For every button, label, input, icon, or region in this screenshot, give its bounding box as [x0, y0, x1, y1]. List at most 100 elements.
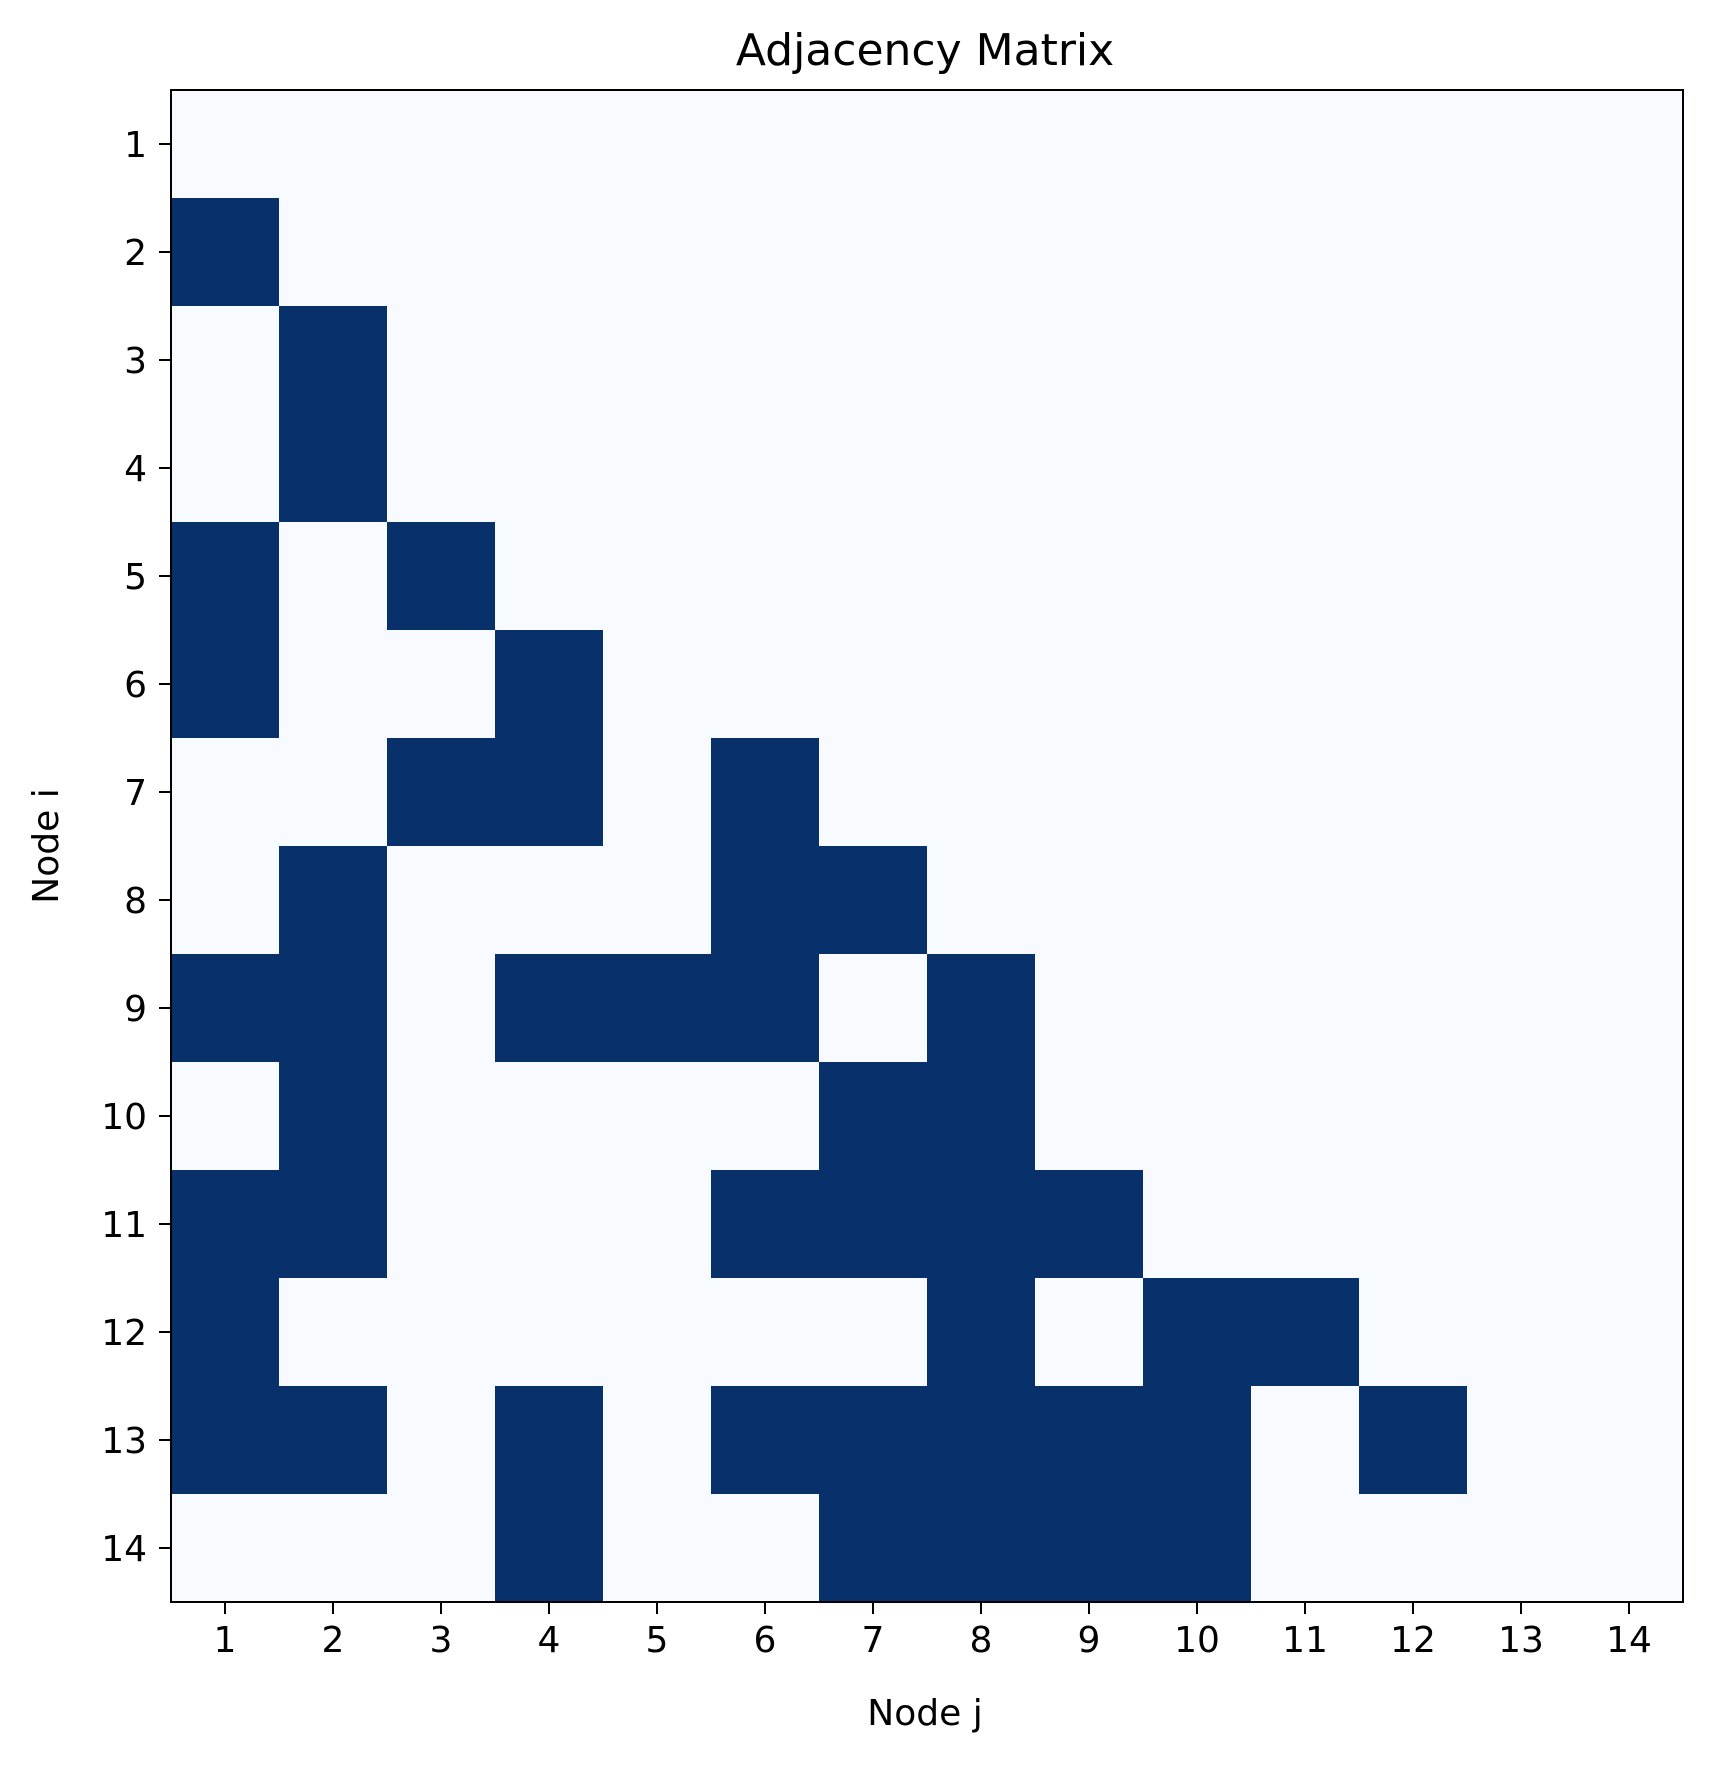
heatmap-cell	[927, 414, 1036, 523]
x-tick-label: 6	[754, 1620, 777, 1661]
heatmap-cell	[927, 198, 1036, 307]
y-tick-label: 6	[124, 665, 147, 706]
heatmap-cell	[495, 1494, 604, 1603]
heatmap-cell	[387, 198, 496, 307]
x-tick-label: 9	[1078, 1620, 1101, 1661]
heatmap-cell	[1467, 414, 1576, 523]
chart-title: Adjacency Matrix	[736, 25, 1114, 76]
y-tick-label: 9	[124, 989, 147, 1030]
heatmap-cell	[1359, 630, 1468, 739]
y-tick-label: 5	[124, 557, 147, 598]
heatmap-cell	[495, 90, 604, 199]
heatmap-cell	[819, 414, 928, 523]
heatmap-cell	[1575, 198, 1684, 307]
heatmap-cell	[819, 306, 928, 415]
heatmap-cell	[387, 1278, 496, 1387]
heatmap-cell	[495, 1278, 604, 1387]
heatmap-cell	[1575, 522, 1684, 631]
heatmap-cell	[171, 522, 280, 631]
x-tick-label: 3	[430, 1620, 453, 1661]
heatmap-cell	[495, 198, 604, 307]
heatmap-cell	[1035, 522, 1144, 631]
heatmap-cell	[279, 846, 388, 955]
heatmap-cell	[1251, 198, 1360, 307]
heatmap-cell	[819, 90, 928, 199]
x-tick-label: 1	[214, 1620, 237, 1661]
heatmap-cell	[1251, 1386, 1360, 1495]
heatmap-cell	[1575, 954, 1684, 1063]
heatmap-cell	[1467, 630, 1576, 739]
heatmap-cell	[1575, 738, 1684, 847]
heatmap-cell	[1035, 198, 1144, 307]
heatmap-cell	[1467, 1170, 1576, 1279]
heatmap-cell	[1467, 846, 1576, 955]
x-tick-label: 13	[1498, 1620, 1544, 1661]
y-tick-label: 1	[124, 125, 147, 166]
heatmap-cell	[279, 1170, 388, 1279]
heatmap-cell	[279, 522, 388, 631]
heatmap-cell	[1467, 1062, 1576, 1171]
heatmap-cell	[711, 90, 820, 199]
heatmap-cell	[1035, 738, 1144, 847]
heatmap-cell	[819, 1494, 928, 1603]
heatmap-cell	[495, 630, 604, 739]
heatmap-cell	[1035, 414, 1144, 523]
heatmap-cell	[1467, 1386, 1576, 1495]
heatmap-cell	[1143, 630, 1252, 739]
x-tick-label: 12	[1390, 1620, 1436, 1661]
heatmap-cell	[171, 630, 280, 739]
heatmap-cell	[1575, 414, 1684, 523]
heatmap-cell	[1359, 954, 1468, 1063]
heatmap-cell	[819, 954, 928, 1063]
heatmap-cell	[387, 90, 496, 199]
heatmap-cell	[387, 522, 496, 631]
heatmap-cell	[387, 738, 496, 847]
heatmap-cell	[927, 90, 1036, 199]
heatmap-cell	[927, 522, 1036, 631]
heatmap-cell	[1251, 306, 1360, 415]
heatmap-cell	[1035, 1494, 1144, 1603]
y-tick-label: 14	[101, 1529, 147, 1570]
heatmap-cell	[171, 414, 280, 523]
heatmap-cell	[495, 954, 604, 1063]
heatmap-cell	[603, 198, 712, 307]
heatmap-cell	[819, 198, 928, 307]
heatmap-cell	[279, 198, 388, 307]
heatmap-cell	[1467, 1494, 1576, 1603]
x-tick-label: 5	[646, 1620, 669, 1661]
heatmap-cell	[1251, 1278, 1360, 1387]
heatmap-cell	[1251, 1062, 1360, 1171]
y-tick-label: 7	[124, 773, 147, 814]
heatmap-cell	[1143, 1278, 1252, 1387]
y-tick-label: 4	[124, 449, 147, 490]
heatmap-cell	[1143, 1494, 1252, 1603]
heatmap-cell	[711, 522, 820, 631]
x-tick-label: 10	[1174, 1620, 1220, 1661]
heatmap-cell	[603, 90, 712, 199]
heatmap-cell	[171, 90, 280, 199]
x-tick-label: 11	[1282, 1620, 1328, 1661]
heatmap-cell	[819, 738, 928, 847]
heatmap-cell	[1575, 1062, 1684, 1171]
heatmap-cell	[819, 1062, 928, 1171]
heatmap-cell	[711, 1278, 820, 1387]
y-tick-label: 3	[124, 341, 147, 382]
heatmap-cell	[603, 1062, 712, 1171]
heatmap-cell	[1359, 414, 1468, 523]
heatmap-cell	[819, 630, 928, 739]
heatmap-cell	[171, 1386, 280, 1495]
heatmap-cell	[1467, 954, 1576, 1063]
heatmap-cell	[171, 846, 280, 955]
heatmap-cell	[171, 954, 280, 1063]
heatmap-cell	[1575, 630, 1684, 739]
heatmap-cell	[171, 1062, 280, 1171]
heatmap-cell	[1035, 1278, 1144, 1387]
y-tick-label: 13	[101, 1421, 147, 1462]
heatmap-cell	[819, 1278, 928, 1387]
heatmap-cell	[279, 954, 388, 1063]
x-tick-label: 7	[862, 1620, 885, 1661]
heatmap-cell	[1035, 90, 1144, 199]
heatmap-cell	[387, 1170, 496, 1279]
